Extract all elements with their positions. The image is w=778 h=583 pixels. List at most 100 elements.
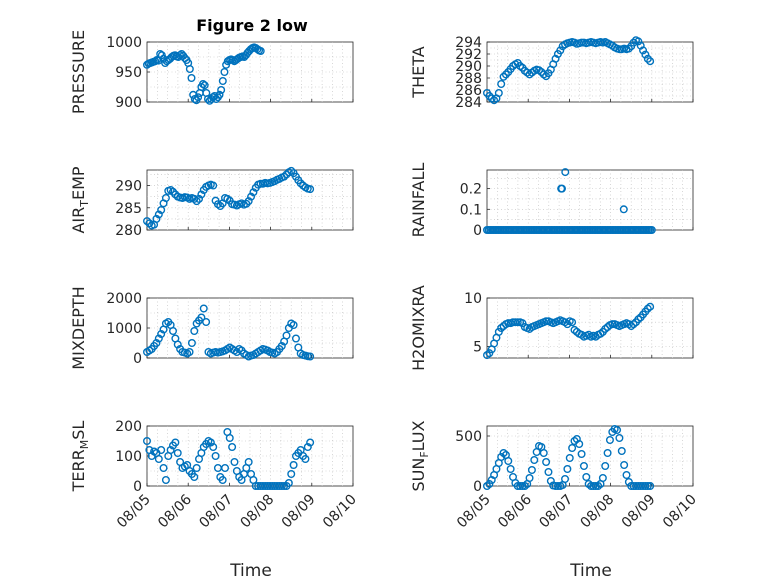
data-point bbox=[154, 334, 163, 343]
data-point bbox=[582, 473, 591, 482]
data-point bbox=[499, 449, 508, 458]
data-point bbox=[277, 482, 286, 491]
x-tick-label: 08/09 bbox=[279, 492, 319, 532]
data-point bbox=[199, 304, 208, 313]
data-point bbox=[483, 482, 492, 491]
data-point bbox=[228, 56, 237, 65]
data-point bbox=[589, 482, 598, 491]
grid-lines bbox=[147, 170, 353, 230]
data-point bbox=[206, 438, 215, 447]
data-point bbox=[289, 461, 298, 470]
data-point bbox=[187, 73, 196, 82]
y-axis-label: TERRMSL bbox=[69, 421, 91, 493]
data-point bbox=[277, 342, 286, 351]
y-axis-label: THETA bbox=[409, 46, 428, 98]
data-point bbox=[284, 479, 293, 488]
data-series bbox=[483, 168, 656, 234]
data-point bbox=[157, 330, 166, 339]
data-point bbox=[568, 444, 577, 453]
data-point bbox=[221, 464, 230, 473]
data-point bbox=[199, 79, 208, 88]
data-point bbox=[568, 318, 577, 327]
data-point bbox=[291, 334, 300, 343]
data-point bbox=[584, 480, 593, 489]
y-tick-label: 1000 bbox=[106, 35, 142, 51]
y-tick-label: 290 bbox=[115, 179, 142, 195]
x-axis-label: Time bbox=[229, 561, 272, 581]
y-tick-label: 0.1 bbox=[460, 202, 482, 218]
data-point bbox=[542, 458, 551, 467]
x-tick-label: 08/06 bbox=[155, 491, 195, 531]
y-tick-label: 5 bbox=[473, 339, 482, 355]
data-point bbox=[195, 194, 204, 203]
data-point bbox=[230, 458, 239, 467]
data-point bbox=[192, 464, 201, 473]
y-axis-label: AIRTEMP bbox=[69, 166, 91, 233]
data-point bbox=[154, 455, 163, 464]
data-point bbox=[203, 94, 212, 103]
x-tick-label: 08/07 bbox=[196, 492, 236, 532]
data-point bbox=[173, 449, 182, 458]
data-point bbox=[603, 449, 612, 458]
data-point bbox=[561, 168, 570, 177]
data-point bbox=[615, 434, 624, 443]
data-point bbox=[152, 214, 161, 223]
grid-lines bbox=[487, 42, 693, 102]
data-point bbox=[157, 446, 166, 455]
y-tick-label: 0 bbox=[133, 479, 142, 495]
data-point bbox=[185, 64, 194, 73]
plot-area bbox=[486, 297, 694, 359]
data-point bbox=[171, 438, 180, 447]
data-point bbox=[209, 443, 218, 452]
y-tick-label: 900 bbox=[115, 95, 142, 111]
data-point bbox=[218, 76, 227, 85]
x-tick-label: 08/08 bbox=[578, 492, 618, 532]
data-point bbox=[497, 453, 506, 462]
data-point bbox=[185, 348, 194, 357]
data-point bbox=[282, 331, 291, 340]
data-series bbox=[142, 166, 315, 230]
subplot-mixdepth: 0 1000 2000 MIXDEPTH bbox=[69, 286, 354, 370]
data-series bbox=[142, 428, 315, 491]
data-point bbox=[646, 482, 655, 491]
data-point bbox=[639, 46, 648, 55]
data-point bbox=[575, 440, 584, 449]
data-point bbox=[161, 476, 170, 485]
y-tick-label: 0 bbox=[473, 223, 482, 239]
data-point bbox=[520, 482, 529, 491]
data-point bbox=[190, 473, 199, 482]
data-point bbox=[157, 205, 166, 214]
x-tick-label: 08/07 bbox=[536, 492, 576, 532]
data-point bbox=[161, 193, 170, 202]
data-point bbox=[485, 91, 494, 100]
data-point bbox=[289, 321, 298, 330]
grid-lines bbox=[487, 170, 693, 230]
x-tick-label: 08/05 bbox=[454, 492, 494, 532]
data-point bbox=[527, 466, 536, 475]
plot-area bbox=[486, 169, 694, 231]
data-point bbox=[296, 179, 305, 188]
data-point bbox=[646, 302, 655, 311]
data-point bbox=[301, 455, 310, 464]
subplot-pressure: 900 950 1000 PRESSURE bbox=[69, 30, 354, 114]
x-tick-label: 08/10 bbox=[320, 492, 360, 532]
data-point bbox=[624, 44, 633, 53]
data-point bbox=[154, 210, 163, 219]
data-series bbox=[142, 304, 315, 361]
grid-lines bbox=[147, 426, 353, 486]
data-point bbox=[244, 458, 253, 467]
subplot-air-temp: 280 285 290 AIRTEMP bbox=[69, 166, 354, 239]
data-point bbox=[244, 197, 253, 206]
x-tick-label: 08/06 bbox=[495, 491, 535, 531]
y-tick-label: 0 bbox=[133, 351, 142, 367]
data-series bbox=[142, 43, 265, 105]
y-tick-label: 290 bbox=[455, 59, 482, 75]
data-point bbox=[256, 47, 265, 56]
y-tick-label: 285 bbox=[115, 201, 142, 217]
data-point bbox=[142, 217, 151, 226]
data-point bbox=[228, 443, 237, 452]
x-tick-label: 08/08 bbox=[238, 492, 278, 532]
y-tick-label: 950 bbox=[115, 65, 142, 81]
